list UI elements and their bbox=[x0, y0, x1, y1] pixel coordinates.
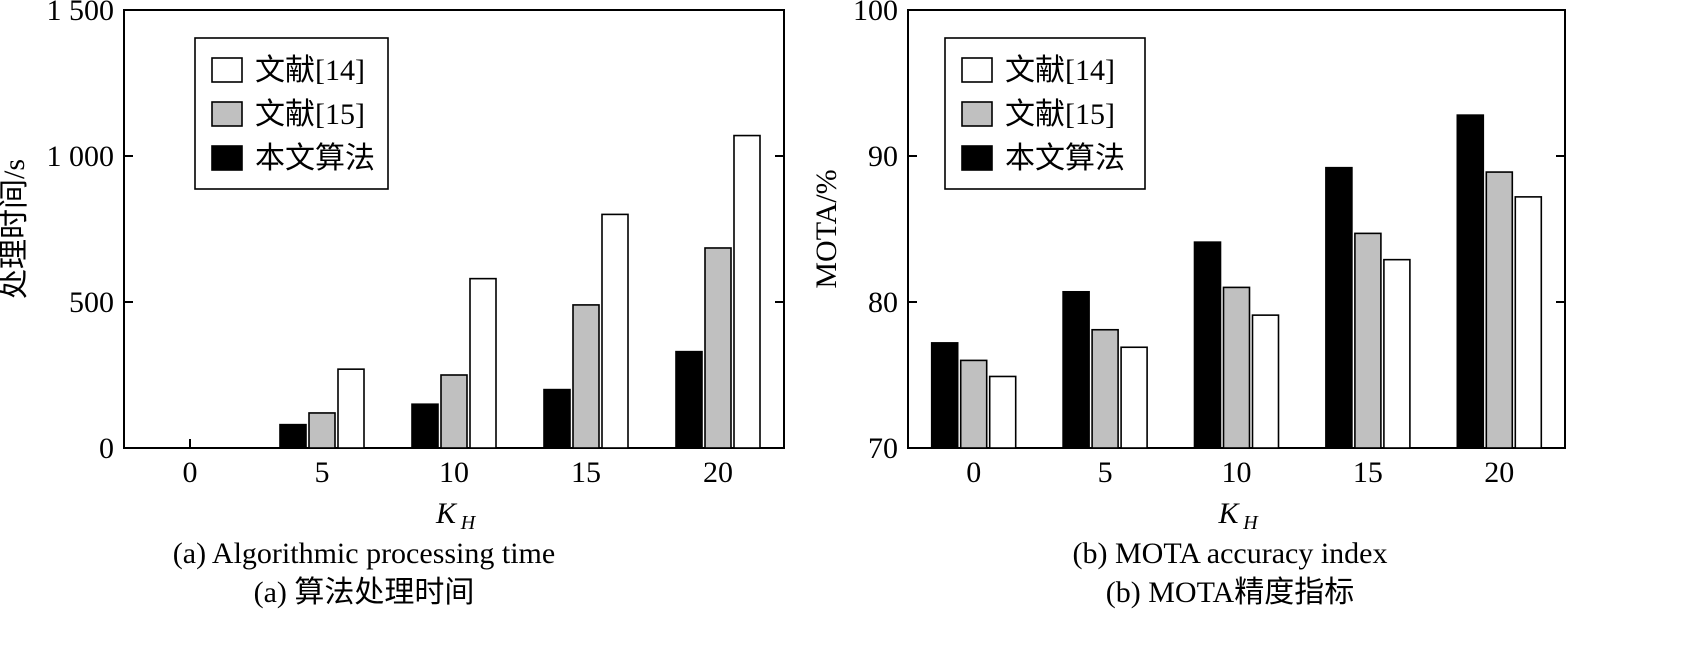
y-tick-label-a: 1 000 bbox=[47, 140, 115, 173]
x-axis-subscript-a: H bbox=[460, 512, 477, 534]
legend-label-b-2: 文献[14] bbox=[1005, 54, 1115, 87]
caption-zh-a: (a) 算法处理时间 bbox=[254, 576, 475, 609]
x-tick-label-a: 5 bbox=[315, 456, 330, 489]
x-tick-label-b: 15 bbox=[1353, 456, 1383, 489]
legend-swatch-b-2 bbox=[961, 57, 993, 83]
x-tick-label-a: 20 bbox=[703, 456, 733, 489]
x-tick-label-b: 5 bbox=[1098, 456, 1113, 489]
x-tick-label-b: 0 bbox=[966, 456, 981, 489]
bar-a-s1-c3 bbox=[572, 304, 600, 449]
x-tick-label-b: 20 bbox=[1484, 456, 1514, 489]
caption-en-b: (b) MOTA accuracy index bbox=[1073, 537, 1388, 570]
bar-b-s0-c3 bbox=[1325, 166, 1353, 449]
x-axis-title-b: K bbox=[1217, 497, 1240, 530]
bar-b-s0-c4 bbox=[1456, 114, 1485, 449]
bar-b-s1-c1 bbox=[1091, 328, 1119, 449]
bar-b-s1-c0 bbox=[959, 359, 988, 449]
y-tick-label-b: 100 bbox=[853, 0, 898, 27]
y-tick-label-a: 500 bbox=[69, 286, 114, 319]
legend-swatch-a-1 bbox=[211, 101, 243, 127]
bar-b-s2-c2 bbox=[1251, 314, 1280, 449]
legend-label-b-0: 本文算法 bbox=[1005, 142, 1125, 175]
legend-swatch-b-1 bbox=[961, 101, 993, 127]
bar-a-s1-c4 bbox=[704, 247, 732, 449]
bar-a-s0-c4 bbox=[675, 350, 703, 449]
bar-b-s1-c4 bbox=[1485, 171, 1514, 449]
bar-b-s2-c4 bbox=[1514, 196, 1543, 449]
legend-swatch-a-0 bbox=[211, 145, 243, 171]
y-tick-label-b: 90 bbox=[868, 140, 898, 173]
bar-a-s2-c4 bbox=[733, 134, 761, 449]
y-axis-title-b: MOTA/% bbox=[810, 169, 843, 288]
caption-en-a: (a) Algorithmic processing time bbox=[173, 537, 555, 570]
bar-a-s1-c2 bbox=[440, 374, 468, 449]
bar-b-s2-c0 bbox=[988, 375, 1017, 449]
x-axis-subscript-b: H bbox=[1242, 512, 1259, 534]
y-tick-label-b: 80 bbox=[868, 286, 898, 319]
bar-b-s2-c1 bbox=[1120, 346, 1148, 449]
bar-a-s2-c2 bbox=[469, 277, 497, 449]
bar-a-s2-c3 bbox=[601, 213, 629, 449]
x-tick-label-a: 15 bbox=[571, 456, 601, 489]
legend-label-a-0: 本文算法 bbox=[255, 142, 375, 175]
legend-swatch-a-2 bbox=[211, 57, 243, 83]
bar-b-s0-c2 bbox=[1193, 241, 1222, 449]
bar-a-s0-c3 bbox=[543, 388, 571, 449]
y-tick-label-b: 70 bbox=[868, 432, 898, 465]
bar-b-s0-c0 bbox=[930, 342, 959, 449]
legend-swatch-b-0 bbox=[961, 145, 993, 171]
caption-zh-b: (b) MOTA精度指标 bbox=[1106, 576, 1354, 609]
y-tick-label-a: 0 bbox=[99, 432, 114, 465]
bar-b-s0-c1 bbox=[1062, 290, 1090, 449]
bar-a-s2-c1 bbox=[337, 368, 365, 449]
legend-label-a-2: 文献[14] bbox=[255, 54, 365, 87]
y-tick-label-a: 1 500 bbox=[47, 0, 115, 27]
bar-b-s2-c3 bbox=[1383, 258, 1411, 449]
bar-a-s0-c1 bbox=[279, 423, 307, 449]
y-axis-title-a: 处理时间/s bbox=[0, 159, 31, 299]
x-axis-title-a: K bbox=[435, 497, 458, 530]
x-tick-label-a: 10 bbox=[439, 456, 469, 489]
chart-panel-b: (b) MOTA accuracy index (b) MOTA精度指标 70 8… bbox=[810, 0, 1566, 609]
bar-a-s1-c1 bbox=[308, 412, 336, 449]
legend-label-a-1: 文献[15] bbox=[255, 98, 365, 131]
bar-a-s0-c2 bbox=[411, 403, 439, 449]
x-tick-label-b: 10 bbox=[1222, 456, 1252, 489]
bar-b-s1-c3 bbox=[1354, 232, 1382, 449]
bar-b-s1-c2 bbox=[1222, 286, 1251, 449]
x-tick-label-a: 0 bbox=[183, 456, 198, 489]
chart-panel-a: (a) Algorithmic processing time (a) 算法处理… bbox=[0, 0, 785, 609]
legend-label-b-1: 文献[15] bbox=[1005, 98, 1115, 131]
